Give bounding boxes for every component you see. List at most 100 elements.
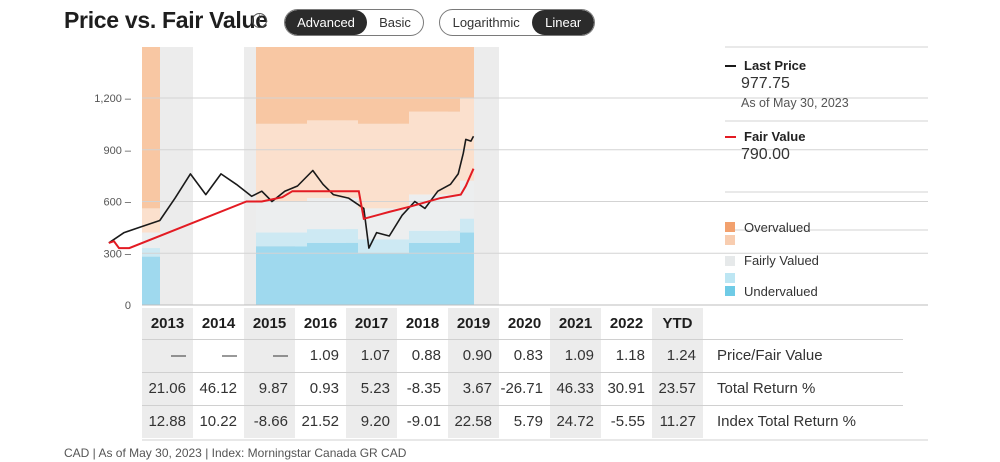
table-cell: 0.88 (397, 338, 448, 372)
undervalued-key: Undervalued (725, 270, 818, 299)
y-tick-label: 1,200 – (94, 93, 132, 105)
overvalued-band-2016 (307, 47, 358, 121)
table-cell: 1.09 (295, 338, 346, 372)
column-header: 2018 (405, 314, 440, 332)
table-cell: 9.87 (244, 371, 295, 405)
table-cell: 0.83 (499, 338, 550, 372)
table-cell: 10.22 (193, 404, 244, 438)
column-header: 2021 (550, 308, 601, 339)
column-header: 2020 (507, 314, 542, 332)
table-cell: 21.52 (295, 404, 346, 438)
info-icon[interactable]: i (252, 13, 267, 28)
basic-toggle-option[interactable]: Basic (379, 15, 411, 30)
fairly-valued-band-2019 (460, 180, 474, 219)
table-cell: — (142, 338, 193, 372)
table-cell: 1.09 (550, 338, 601, 372)
table-cell: 12.88 (142, 404, 193, 438)
table-row: 21.06 46.12 9.87 0.93 5.23 -8.35 3.67 -2… (142, 371, 903, 405)
overvalued-swatch-dark (725, 222, 735, 232)
undervalued-band-2015 (256, 246, 307, 305)
overvalued-swatch-light (725, 235, 735, 245)
undervalued-band-2019 (460, 232, 474, 305)
table-cell: 23.57 (652, 371, 703, 405)
table-cell: — (244, 338, 295, 372)
fair-value-legend: Fair Value 790.00 (725, 129, 805, 164)
undervalued-light-band-2017 (358, 239, 409, 254)
undervalued-swatch-dark (725, 286, 735, 296)
logarithmic-toggle-option[interactable]: Logarithmic (452, 15, 520, 30)
undervalued-band-2012 (142, 256, 160, 305)
overvalued-light-band-2017 (358, 123, 409, 209)
column-header: 2013 (142, 308, 193, 339)
table-header-row: 2013 2014 2015 2016 2017 2018 2019 2020 … (142, 308, 903, 339)
fairly-valued-label: Fairly Valued (744, 253, 819, 268)
fairly-valued-band-2016 (307, 198, 358, 230)
table-cell: 1.18 (601, 338, 652, 372)
table-cell: 30.91 (601, 371, 652, 405)
fair-value-value: 790.00 (741, 146, 790, 163)
table-row: — — — 1.09 1.07 0.88 0.90 0.83 1.09 1.18… (142, 338, 903, 372)
column-header: YTD (652, 308, 703, 339)
table-cell: 0.93 (295, 371, 346, 405)
fair-value-line-icon (725, 135, 736, 138)
undervalued-light-band-2016 (307, 229, 358, 243)
table-cell: -8.66 (244, 404, 295, 438)
column-header: 2017 (346, 308, 397, 339)
overvalued-band-2019 (460, 47, 474, 98)
table-cell: 1.07 (346, 338, 397, 372)
undervalued-swatch-light (725, 273, 735, 283)
advanced-toggle-option[interactable]: Advanced (285, 10, 367, 35)
fairly-valued-band-2015 (256, 201, 307, 233)
table-cell: 1.24 (652, 338, 703, 372)
fairly-valued-swatch (725, 255, 735, 266)
linear-toggle-option[interactable]: Linear (532, 10, 594, 35)
fairly-valued-key: Fairly Valued (725, 253, 819, 268)
overvalued-light-band-2016 (307, 120, 358, 199)
y-tick-label: 600 – (103, 197, 131, 209)
table-cell: -26.71 (499, 371, 550, 405)
fair-value-label: Fair Value (744, 129, 806, 144)
table-cell: 46.33 (550, 371, 601, 405)
scale-toggle[interactable]: Logarithmic Linear (439, 9, 595, 36)
undervalued-light-band-2012 (142, 248, 160, 257)
table-cell: 46.12 (193, 371, 244, 405)
overvalued-band-2015 (256, 47, 307, 124)
y-tick-label: 0 (125, 300, 131, 312)
table-cell: 21.06 (142, 371, 193, 405)
table-cell: -9.01 (397, 404, 448, 438)
row-label: Index Total Return % (703, 404, 903, 438)
last-price-as-of: As of May 30, 2023 (741, 96, 849, 110)
undervalued-band-2016 (307, 242, 358, 305)
last-price-value: 977.75 (741, 75, 790, 92)
table-cell: -5.55 (601, 404, 652, 438)
undervalued-light-band-2019 (460, 218, 474, 233)
overvalued-light-band-2012 (142, 208, 160, 233)
table-cell: 5.23 (346, 371, 397, 405)
overvalued-light-band-2018 (409, 111, 460, 195)
row-label: Total Return % (703, 371, 903, 405)
mode-toggle[interactable]: Advanced Basic (284, 9, 424, 36)
table-cell: 22.58 (448, 404, 499, 438)
undervalued-band-2018 (409, 242, 460, 305)
column-header: 2019 (448, 308, 499, 339)
footnote: CAD | As of May 30, 2023 | Index: Mornin… (64, 446, 407, 460)
overvalued-band-2017 (358, 47, 409, 124)
y-tick-label: 900 – (103, 145, 131, 157)
fair-value-line (108, 168, 475, 250)
row-label: Price/Fair Value (703, 338, 903, 372)
last-price-legend: Last Price 977.75 As of May 30, 2023 (725, 58, 849, 110)
last-price-line-icon (725, 64, 736, 67)
column-header: 2016 (303, 314, 338, 332)
annual-stats-table: 2013 2014 2015 2016 2017 2018 2019 2020 … (142, 308, 903, 438)
y-tick-label: 300 – (103, 248, 131, 260)
table-cell: — (193, 338, 244, 372)
overvalued-key: Overvalued (725, 220, 810, 245)
last-price-label: Last Price (744, 58, 807, 73)
table-cell: 0.90 (448, 338, 499, 372)
table-cell: 24.72 (550, 404, 601, 438)
undervalued-band-2017 (358, 253, 409, 305)
table-cell: 5.79 (499, 404, 550, 438)
overvalued-band-2012 (142, 47, 160, 209)
table-cell: 11.27 (652, 404, 703, 438)
